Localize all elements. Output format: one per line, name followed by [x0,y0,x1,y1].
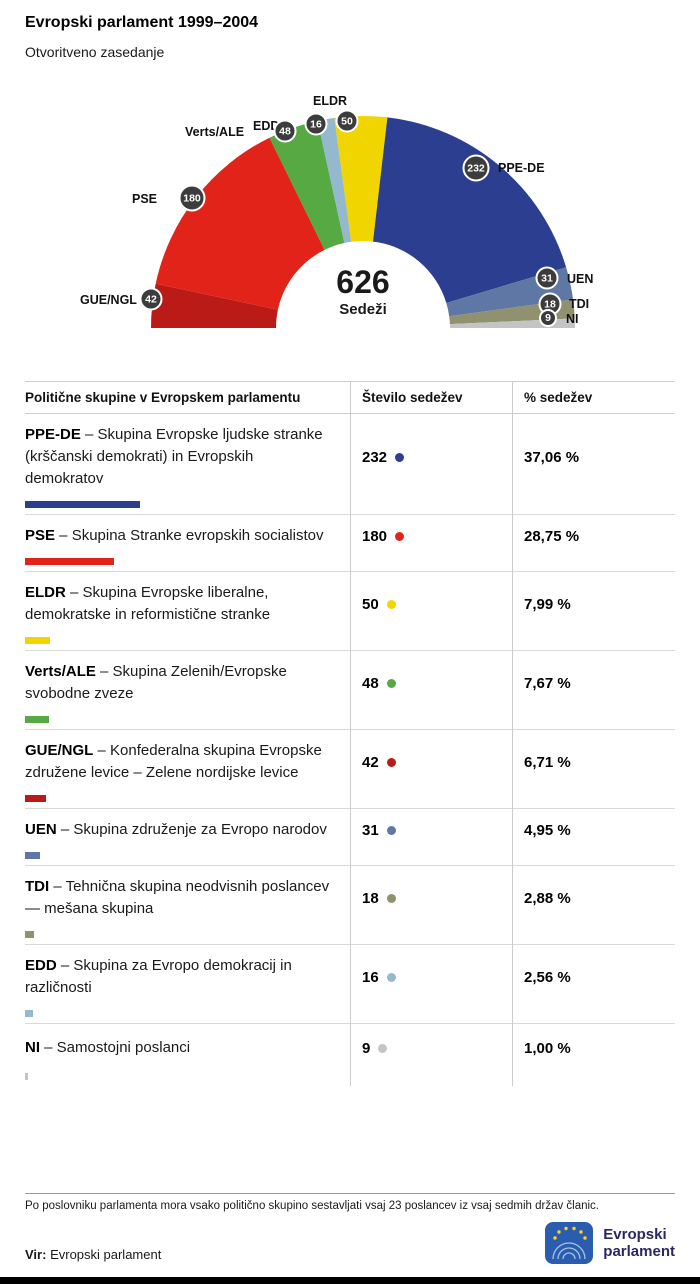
group-color-dot [386,678,396,688]
group-color-dot [395,531,405,541]
ep-logo-text: Evropski parlament [603,1226,675,1260]
group-color-dot [386,893,396,903]
seat-badge-PSE: 180 [178,184,206,212]
seat-badge-GUE/NGL: 42 [139,287,163,311]
seat-count: 50 [350,596,512,613]
segment-EDD [317,117,352,243]
group-name: PSE – Skupina Stranke evropskih socialis… [25,527,324,544]
group-color-dot [395,452,405,462]
group-name: NI – Samostojni poslanci [25,1039,191,1056]
seat-percentage: 6,71 % [524,753,571,771]
segment-PPE-DE [373,117,567,304]
seat-percentage: 7,67 % [524,674,571,692]
footnote: Po poslovniku parlamenta mora vsako poli… [25,1200,600,1212]
seat-badge-NI: 9 [539,309,557,327]
seat-badge-PPE-DE: 232 [462,154,490,182]
share-bar [25,637,50,644]
ep-logo-icon [545,1222,594,1264]
table-row-Verts/ALE: Verts/ALE – Skupina Zelenih/Evropske svo… [25,651,675,730]
seat-percentage: 2,88 % [524,889,571,907]
share-bar [25,1010,33,1017]
group-label-ELDR: ELDR [313,94,348,108]
group-label-PSE: PSE [132,192,158,206]
seat-count: 42 [350,754,512,771]
group-name: ELDR – Skupina Evropske liberalne, demok… [25,584,271,623]
seat-badge-Verts/ALE: 48 [273,119,297,143]
segment-GUE/NGL [151,283,278,328]
group-label-Verts/ALE: Verts/ALE [185,125,245,139]
seat-percentage: 7,99 % [524,595,571,613]
seat-badge-ELDR: 50 [335,109,359,133]
seat-total-unit: Sedeži [339,301,387,318]
seat-count: 31 [350,822,512,839]
ep-logo-line1: Evropski [603,1226,667,1243]
group-color-dot [386,757,396,767]
group-label-TDI: TDI [569,297,590,311]
group-name: UEN – Skupina združenje za Evropo narodo… [25,821,327,838]
page-subtitle: Otvoritveno zasedanje [25,44,165,60]
group-name: GUE/NGL – Konfederalna skupina Evropske … [25,742,322,781]
group-color-dot [386,825,396,835]
seat-count: 9 [350,1040,512,1057]
seat-percentage: 4,95 % [524,821,571,839]
source-label: Vir: [25,1247,47,1262]
group-label-NI: NI [566,312,579,326]
group-color-dot [386,599,396,609]
groups-table: Politične skupine v Evropskem parlamentu… [25,381,675,1086]
seat-count: 180 [350,528,512,545]
table-row-TDI: TDI – Tehnična skupina neodvisnih poslan… [25,866,675,945]
group-label-GUE/NGL: GUE/NGL [80,293,137,307]
seat-count: 18 [350,890,512,907]
segment-ELDR [334,115,388,242]
column-header-percent: % sedežev [524,390,593,405]
group-name: Verts/ALE – Skupina Zelenih/Evropske svo… [25,663,287,702]
source-text: Evropski parlament [50,1247,162,1262]
share-bar [25,558,115,565]
footnote-divider [25,1193,675,1194]
seat-badge-EDD: 16 [304,112,328,136]
column-divider-1 [350,381,351,1086]
seat-percentage: 28,75 % [524,527,580,545]
bottom-bar [0,1277,700,1284]
seat-count: 232 [350,449,512,466]
seat-total: 626 [336,264,390,300]
seat-count: 48 [350,675,512,692]
seat-percentage: 2,56 % [524,968,571,986]
share-bar [25,716,49,723]
group-label-PPE-DE: PPE-DE [498,161,545,175]
segment-Verts/ALE [269,120,345,250]
seat-count: 16 [350,969,512,986]
group-label-UEN: UEN [567,272,594,286]
share-bar [25,1073,29,1080]
hemicycle-chart: 626 Sedeži GUE/NGL 42 PSE 180 Verts/ALE 48 EDD… [0,88,700,340]
share-bar [25,931,34,938]
seat-badge-UEN: 31 [535,266,559,290]
share-bar [25,852,41,859]
share-bar [25,795,46,802]
page-title: Evropski parlament 1999–2004 [25,14,259,31]
seat-percentage: 37,06 % [524,448,580,466]
column-divider-2 [512,381,513,1086]
seat-percentage: 1,00 % [524,1039,571,1057]
group-name: PPE-DE – Skupina Evropske ljudske strank… [25,426,323,487]
table-row-NI: NI – Samostojni poslanci 9 1,00 % [25,1024,675,1086]
ep-logo: Evropski parlament [545,1222,675,1264]
column-header-seats: Število sedežev [362,390,463,405]
group-name: EDD – Skupina za Evropo demokracij in ra… [25,957,292,996]
group-label-EDD: EDD [253,119,280,133]
column-header-groups: Politične skupine v Evropskem parlamentu [25,390,301,405]
share-bar [25,501,140,508]
segment-PSE [155,137,325,310]
source-line: Vir: Evropski parlament [25,1247,161,1262]
group-color-dot [378,1043,388,1053]
group-color-dot [386,972,396,982]
group-name: TDI – Tehnična skupina neodvisnih poslan… [25,878,330,917]
table-row-PPE-DE: PPE-DE – Skupina Evropske ljudske strank… [25,414,675,515]
ep-logo-line2: parlament [603,1243,675,1260]
